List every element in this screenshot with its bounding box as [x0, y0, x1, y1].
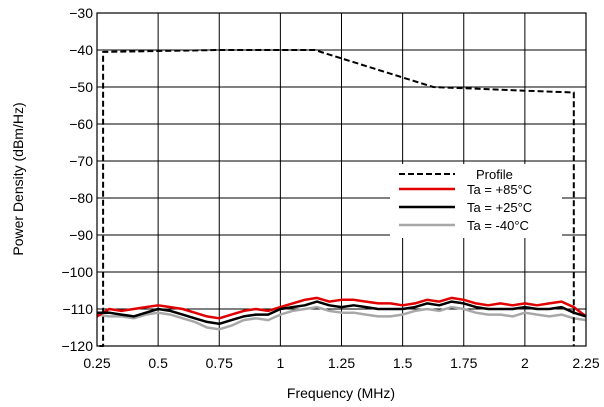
- series-25c-line: [97, 300, 587, 326]
- y-tick-label: −110: [63, 301, 94, 317]
- y-tick-label: −50: [69, 79, 93, 95]
- x-tick-label: 1.75: [450, 355, 477, 371]
- y-tick-label: −100: [61, 264, 93, 280]
- x-tick-label: 1: [276, 355, 284, 371]
- x-tick-label: 1.5: [393, 355, 413, 371]
- x-tick-label: 2.25: [572, 355, 599, 371]
- y-tick-labels: −30 −40 −50 −60 −70 −80 −90 −100 −110 −120: [61, 5, 93, 354]
- y-tick-label: −60: [69, 116, 93, 132]
- x-tick-labels: 0.25 0.5 0.75 1 1.25 1.5 1.75 2 2.25: [83, 355, 599, 371]
- y-tick-label: −70: [69, 153, 93, 169]
- x-tick-label: 0.5: [148, 355, 168, 371]
- series-85c-line: [96, 296, 587, 320]
- plot-border: [96, 12, 587, 347]
- x-tick-label: 1.25: [328, 355, 355, 371]
- y-tick-label: −80: [69, 190, 93, 206]
- y-tick-label: −40: [69, 42, 93, 58]
- x-tick-label: 2: [521, 355, 529, 371]
- x-axis-title: Frequency (MHz): [287, 385, 395, 401]
- y-tick-label: −120: [61, 338, 93, 354]
- y-tick-label: −90: [69, 227, 93, 243]
- series-profile-line: [99, 49, 575, 347]
- series-minus40c-line: [96, 305, 587, 331]
- series-layer: [96, 49, 587, 347]
- legend-label-85c: Ta = +85°C: [467, 182, 532, 197]
- legend-label-minus40c: Ta = -40°C: [467, 218, 529, 233]
- y-axis-title: Power Density (dBm/Hz): [10, 102, 26, 255]
- legend: Profile Ta = +85°C Ta = +25°C Ta = -40°C: [390, 164, 562, 238]
- legend-label-profile: Profile: [476, 167, 513, 182]
- legend-label-25c: Ta = +25°C: [467, 200, 532, 215]
- y-tick-label: −30: [69, 5, 93, 21]
- x-tick-label: 0.25: [83, 355, 110, 371]
- x-tick-label: 0.75: [206, 355, 233, 371]
